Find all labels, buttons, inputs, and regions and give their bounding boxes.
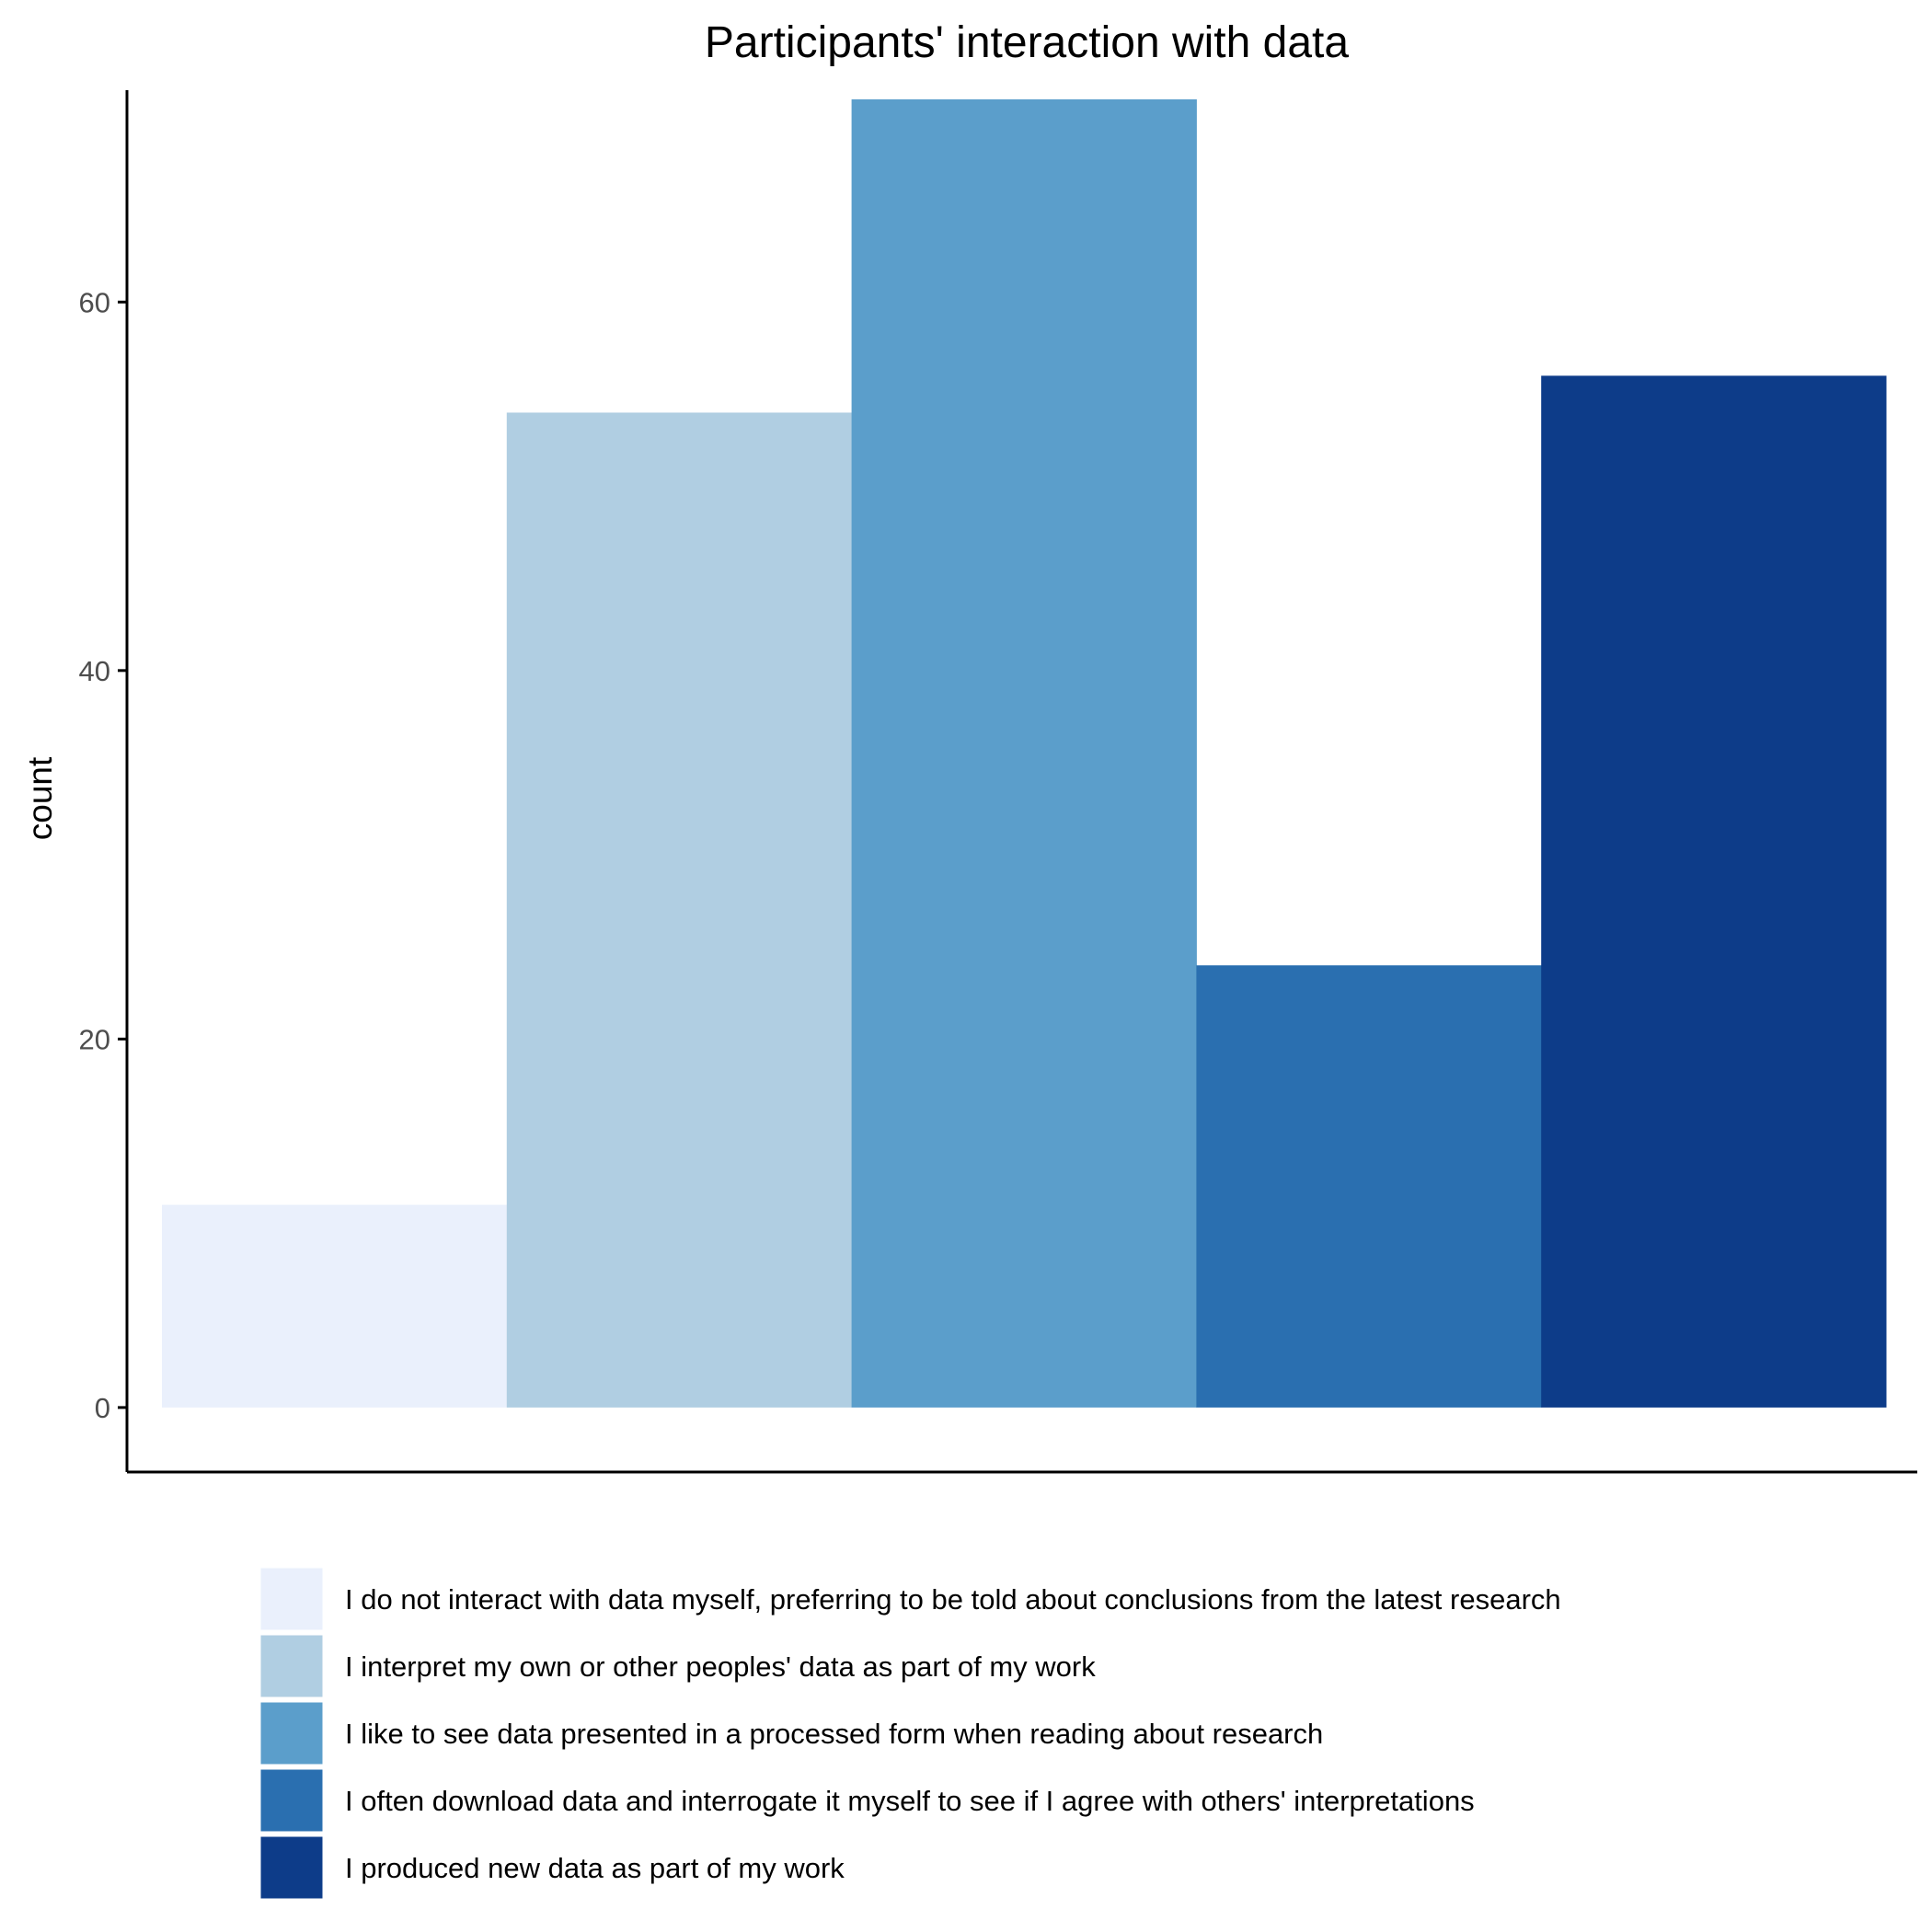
y-tick-label: 20 [79, 1023, 110, 1055]
y-tick-label: 40 [79, 655, 110, 687]
bar-3 [852, 99, 1197, 1408]
legend-key-1 [259, 1567, 324, 1631]
legend-key-4 [259, 1768, 324, 1833]
legend-key-5 [259, 1835, 324, 1900]
legend-key-2 [259, 1634, 324, 1698]
legend-label-2: I interpret my own or other peoples' dat… [345, 1650, 1096, 1683]
legend-label-3: I like to see data presented in a proces… [345, 1718, 1323, 1750]
legend-label-5: I produced new data as part of my work [345, 1852, 845, 1884]
legend-label-1: I do not interact with data myself, pref… [345, 1583, 1561, 1616]
legend-label-4: I often download data and interrogate it… [345, 1785, 1475, 1817]
chart-title: Participants' interaction with data [705, 18, 1350, 67]
y-tick-label: 0 [95, 1392, 110, 1424]
legend-key-3 [259, 1701, 324, 1765]
y-axis-title: count [21, 756, 59, 840]
bar-4 [1196, 965, 1541, 1408]
bars-layer [162, 99, 1887, 1408]
legend: I do not interact with data myself, pref… [259, 1567, 1561, 1900]
bar-5 [1541, 375, 1886, 1407]
bar-1 [162, 1205, 507, 1408]
bar-2 [507, 412, 852, 1407]
y-tick-label: 60 [79, 286, 110, 318]
